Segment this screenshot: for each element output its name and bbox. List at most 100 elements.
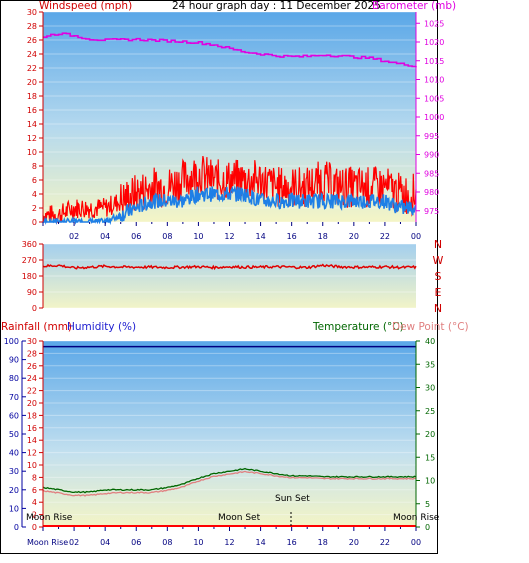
temperature-x-tick-label: 22 [380,538,390,547]
barometer-tick-label: 985 [424,169,439,178]
temperature-x-tick-label: 20 [349,538,359,547]
wind-x-tick-label: 18 [318,232,328,241]
barometer-tick-label: 1005 [424,94,444,103]
windspeed-tick-label: 4 [32,190,37,199]
wind-panel-series [42,32,417,226]
humidity-tick-label: 70 [9,393,19,402]
rainfall-tick-label: 22 [27,387,37,396]
compass-label: W [433,254,444,267]
direction-tick-label: 360 [22,240,37,249]
humidity-tick-label: 60 [9,411,19,420]
sun-set-label: Sun Set [275,494,310,504]
direction-tick-label: 90 [27,288,37,297]
humidity-tick-label: 10 [9,504,19,513]
temperature-panel-series [42,345,417,527]
rainfall-tick-label: 20 [27,399,37,408]
barometer-ticks: 1025 1020 1015 1010 1005 1000 995 990 985 980 975 [416,19,444,216]
rainfall-tick-label: 14 [27,436,37,445]
windspeed-axis-title: Windspeed (mph) [39,0,132,12]
moon-rise-label-left: Moon Rise [26,513,73,523]
barometer-tick-label: 980 [424,188,439,197]
windspeed-tick-label: 22 [27,64,37,73]
windspeed-tick-label: 30 [27,8,37,17]
humidity-tick-label: 0 [14,523,19,532]
temperature-tick-label: 0 [425,523,430,532]
rainfall-tick-label: 18 [27,411,37,420]
temperature-x-tick-label: 04 [100,538,110,547]
chart-title: 24 hour graph day : 11 December 2025 [172,0,381,12]
humidity-tick-label: 80 [9,374,19,383]
rainfall-tick-label: 6 [32,486,37,495]
windspeed-tick-label: 26 [27,36,37,45]
temperature-x-tick-label: 12 [224,538,234,547]
wind-x-tick-label: 10 [193,232,203,241]
wind-gust-line [42,155,417,224]
temperature-x-tick-label: 02 [69,538,79,547]
windspeed-tick-label: 16 [27,106,37,115]
rainfall-tick-label: 10 [27,461,37,470]
rainfall-tick-label: 28 [27,349,37,358]
temperature-tick-label: 5 [425,500,430,509]
windspeed-tick-label: 14 [27,120,37,129]
windspeed-tick-label: 10 [27,148,37,157]
barometer-tick-label: 1000 [424,113,444,122]
wind-x-tick-label: 08 [162,232,172,241]
windspeed-tick-label: 8 [32,162,37,171]
wind-x-tick-label: 02 [69,232,79,241]
wind-average-line [42,185,417,226]
temperature-tick-label: 10 [425,477,435,486]
rainfall-tick-label: 30 [27,337,37,346]
direction-tick-label: 180 [22,272,37,281]
x-axis-moon-rise-label: Moon Rise [27,538,68,547]
temperature-panel-grid [43,340,416,528]
humidity-tick-label: 90 [9,356,19,365]
compass-label: E [435,286,442,299]
rainfall-tick-label: 2 [32,511,37,520]
windspeed-tick-label: 12 [27,134,37,143]
temperature-tick-label: 25 [425,407,435,416]
wind-x-tick-label: 20 [349,232,359,241]
windspeed-tick-label: 6 [32,176,37,185]
rainfall-tick-label: 16 [27,424,37,433]
humidity-tick-label: 100 [4,337,19,346]
wind-x-tick-label: 04 [100,232,110,241]
rainfall-tick-label: 12 [27,449,37,458]
wind-panel-x-ticks: 02 04 06 08 10 12 14 16 18 20 22 00 [42,222,421,241]
compass-label: N [434,302,442,315]
windspeed-tick-label: 18 [27,92,37,101]
direction-ticks: 360 270 180 90 0 [22,240,43,313]
humidity-axis-title: Humidity (%) [67,321,136,333]
moon-set-label: Moon Set [218,513,261,523]
temperature-line [42,467,417,494]
direction-panel-plot [43,244,416,308]
wind-x-tick-label: 14 [255,232,265,241]
temperature-tick-label: 35 [425,360,435,369]
rainfall-axis-title: Rainfall (mm) [1,321,72,333]
temperature-x-tick-label: 16 [287,538,297,547]
temperature-axis-title: Temperature (°C) [312,321,404,333]
humidity-tick-label: 50 [9,430,19,439]
barometer-tick-label: 1020 [424,38,444,47]
barometer-tick-label: 1010 [424,76,444,85]
wind-x-tick-label: 16 [287,232,297,241]
barometer-tick-label: 1015 [424,57,444,66]
rainfall-tick-label: 0 [32,523,37,532]
barometer-axis-title: Barometer (mb) [372,0,456,12]
temperature-panel-plot [43,341,416,527]
barometer-tick-label: 1025 [424,19,444,28]
temperature-x-tick-label: 10 [193,538,203,547]
temperature-x-tick-label: 00 [411,538,421,547]
temperature-tick-label: 30 [425,384,435,393]
temperature-tick-label: 20 [425,430,435,439]
wind-x-tick-label: 06 [131,232,141,241]
wind-x-tick-label: 00 [411,232,421,241]
wind-x-tick-label: 12 [224,232,234,241]
dewpoint-line [42,470,417,497]
temperature-x-tick-label: 06 [131,538,141,547]
temperature-ticks: 40 35 30 25 20 15 10 5 0 [416,337,435,532]
